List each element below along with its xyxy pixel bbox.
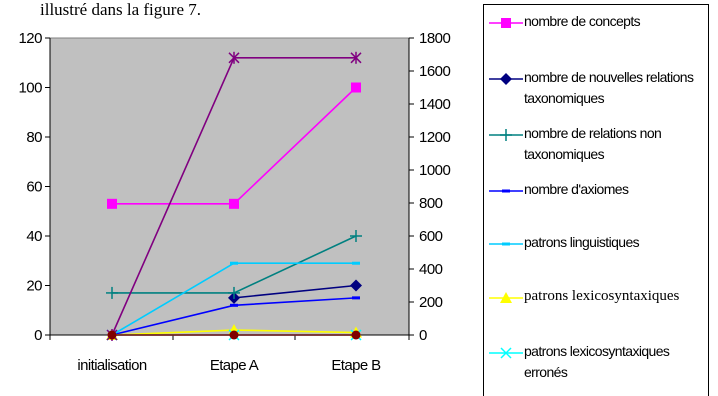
y-left-tick-label: 60 — [26, 179, 42, 196]
y-left-tick-label: 80 — [26, 129, 42, 146]
legend-label: patrons linguistiques — [524, 234, 640, 250]
y-right-tick-label: 600 — [419, 228, 443, 245]
legend-label: nombre d'axiomes — [524, 181, 629, 197]
data-point-series-1 — [351, 82, 361, 93]
legend-marker — [489, 292, 523, 303]
y-left-tick-label: 40 — [26, 228, 42, 245]
y-right-tick-label: 1400 — [419, 96, 451, 113]
y-left-tick-label: 20 — [26, 278, 42, 295]
data-point-series-2 — [350, 279, 362, 292]
line-chart: 0204060801001200200400600800100012001400… — [18, 30, 451, 374]
y-right-tick-label: 1600 — [419, 63, 451, 80]
x-tick-label: Etape B — [331, 357, 381, 374]
data-point-series-9 — [107, 330, 117, 340]
y-right-tick-label: 1200 — [419, 129, 451, 146]
x-tick-label: Etape A — [210, 357, 259, 374]
y-right-tick-label: 0 — [419, 327, 427, 344]
chart-legend: nombre de concepts nombre de nouvelles re… — [483, 4, 709, 396]
y-right-tick-label: 200 — [419, 294, 443, 311]
data-point-series-9 — [351, 330, 361, 340]
legend-label: nombre de relations non taxonomiques — [524, 125, 662, 162]
legend-marker — [489, 242, 523, 246]
series-line-2 — [233, 284, 357, 299]
legend-marker — [489, 129, 523, 141]
legend-label: patrons lexicosyntaxiques erronés — [524, 343, 670, 380]
y-right-tick-label: 1000 — [419, 162, 451, 179]
legend-marker — [489, 347, 523, 359]
legend-label: nombre de concepts — [524, 13, 641, 29]
legend-label: nombre de nouvelles relations taxonomiqu… — [524, 69, 694, 106]
legend-marker — [489, 73, 523, 85]
y-left-tick-label: 120 — [18, 30, 42, 47]
y-right-tick-label: 1800 — [419, 30, 451, 47]
y-left-tick-label: 0 — [34, 327, 42, 344]
y-right-tick-label: 400 — [419, 261, 443, 278]
legend-marker — [489, 189, 523, 193]
figure-caption: illustré dans la figure 7. — [40, 0, 201, 19]
data-point-series-9 — [229, 330, 239, 340]
legend-marker — [489, 18, 523, 28]
data-point-series-1 — [229, 198, 239, 209]
data-point-series-1 — [107, 198, 117, 209]
y-right-tick-label: 800 — [419, 195, 443, 212]
y-left-tick-label: 100 — [18, 80, 42, 97]
legend-label: patrons lexicosyntaxiques — [524, 288, 680, 304]
x-tick-label: initialisation — [77, 357, 146, 374]
